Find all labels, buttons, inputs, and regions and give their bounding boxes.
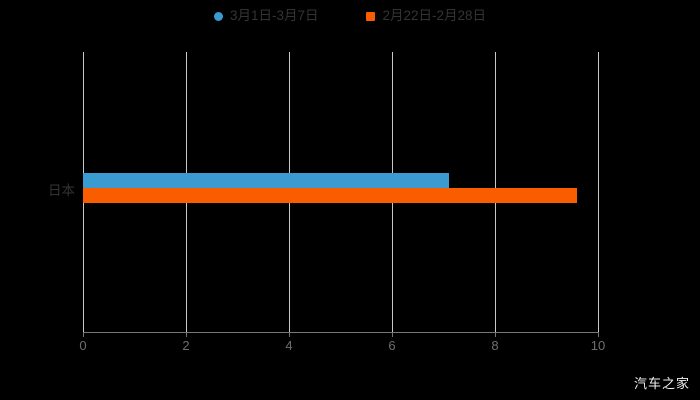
legend-marker-circle-icon xyxy=(213,11,223,21)
x-tick-mark-2 xyxy=(186,332,187,337)
y-axis-category-labels: 日本 xyxy=(0,179,83,198)
x-tick-mark-6 xyxy=(392,332,393,337)
x-axis-line xyxy=(83,332,599,333)
bar-series-0-japan[interactable] xyxy=(83,173,449,188)
x-tick-label-2: 2 xyxy=(182,338,190,353)
x-tick-label-6: 6 xyxy=(388,338,396,353)
legend-label-series-1: 2月22日-2月28日 xyxy=(382,8,487,23)
x-tick-label-0: 0 xyxy=(79,338,87,353)
x-tick-mark-10 xyxy=(598,332,599,337)
legend-item-series-0[interactable]: 3月1日-3月7日 xyxy=(213,6,319,26)
x-tick-mark-0 xyxy=(83,332,84,337)
watermark-text: 汽车之家 xyxy=(633,376,690,391)
chart-legend: 3月1日-3月7日 2月22日-2月28日 xyxy=(0,6,700,26)
y-axis-label-japan: 日本 xyxy=(48,183,75,198)
legend-item-series-1[interactable]: 2月22日-2月28日 xyxy=(366,6,486,26)
legend-label-series-0: 3月1日-3月7日 xyxy=(229,8,319,23)
gridline-x-10 xyxy=(598,52,599,332)
legend-marker-square-icon xyxy=(366,11,376,21)
x-tick-mark-8 xyxy=(495,332,496,337)
bar-series-1-japan[interactable] xyxy=(83,188,577,203)
x-tick-label-8: 8 xyxy=(491,338,499,353)
x-tick-label-4: 4 xyxy=(285,338,293,353)
x-tick-label-10: 10 xyxy=(590,338,606,353)
plot-area xyxy=(83,52,599,332)
x-tick-mark-4 xyxy=(289,332,290,337)
